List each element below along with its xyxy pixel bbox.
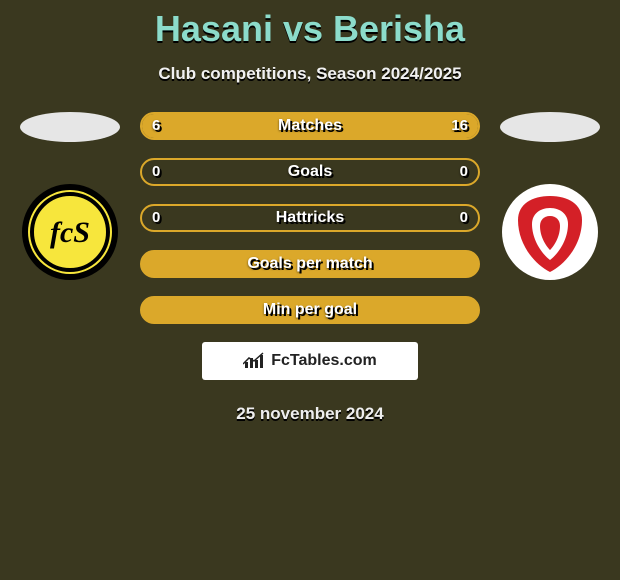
right-club-logo bbox=[500, 182, 600, 282]
left-player-photo bbox=[20, 112, 120, 142]
stat-label: Min per goal bbox=[142, 301, 478, 319]
stat-label: Goals per match bbox=[142, 255, 478, 273]
stat-value-right: 16 bbox=[451, 114, 468, 138]
stat-row-goals: 0 Goals 0 bbox=[140, 158, 480, 186]
stat-value-right: 0 bbox=[460, 206, 468, 230]
subtitle: Club competitions, Season 2024/2025 bbox=[0, 64, 620, 84]
vaduz-logo-icon bbox=[500, 182, 600, 282]
brand-text: FcTables.com bbox=[271, 352, 377, 370]
stat-label: Matches bbox=[142, 117, 478, 135]
page-title: Hasani vs Berisha bbox=[0, 0, 620, 50]
stat-label: Goals bbox=[142, 163, 478, 181]
chart-icon bbox=[243, 352, 265, 370]
brand-badge[interactable]: FcTables.com bbox=[202, 342, 418, 380]
svg-text:fcS: fcS bbox=[50, 216, 90, 249]
stats-center: 6 Matches 16 0 Goals 0 0 Hattricks 0 Goa… bbox=[140, 112, 480, 324]
date-text: 25 november 2024 bbox=[0, 404, 620, 424]
right-player-photo bbox=[500, 112, 600, 142]
stat-label: Hattricks bbox=[142, 209, 478, 227]
left-club-logo: fcS bbox=[20, 182, 120, 282]
right-player-column bbox=[500, 112, 600, 282]
stat-row-mpg: Min per goal bbox=[140, 296, 480, 324]
stat-row-hattricks: 0 Hattricks 0 bbox=[140, 204, 480, 232]
left-player-column: fcS bbox=[20, 112, 120, 282]
stat-value-right: 0 bbox=[460, 160, 468, 184]
fcs-logo-icon: fcS bbox=[20, 182, 120, 282]
stat-row-matches: 6 Matches 16 bbox=[140, 112, 480, 140]
comparison-layout: fcS 6 Matches 16 0 Goals 0 0 Hattricks 0… bbox=[0, 112, 620, 324]
stat-row-gpm: Goals per match bbox=[140, 250, 480, 278]
